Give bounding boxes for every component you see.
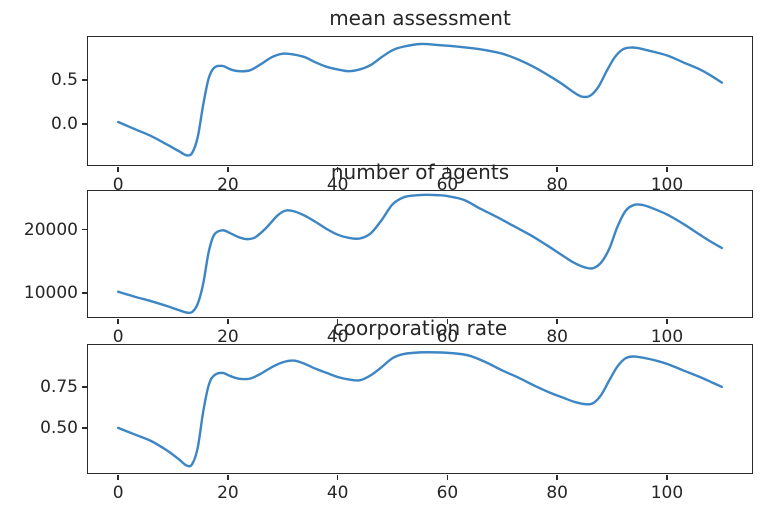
line-chart-coorporation-rate bbox=[116, 350, 723, 467]
subplot-title-number-of-agents: number of agents bbox=[330, 160, 510, 184]
y-tick-mark bbox=[81, 79, 87, 81]
x-tick-mark bbox=[556, 318, 558, 324]
y-tick-mark bbox=[81, 427, 87, 429]
series-line bbox=[116, 350, 723, 467]
x-tick-label: 100 bbox=[650, 327, 684, 347]
x-tick-label: 40 bbox=[326, 327, 349, 347]
x-tick-mark bbox=[227, 474, 229, 480]
plot-area-mean-assessment bbox=[86, 35, 753, 166]
y-tick-mark bbox=[81, 228, 87, 231]
x-tick-mark bbox=[336, 474, 339, 480]
y-tick-mark bbox=[81, 292, 87, 294]
line-chart-number-of-agents bbox=[116, 193, 723, 314]
x-tick-label: 20 bbox=[217, 483, 239, 503]
x-tick-mark bbox=[556, 474, 558, 480]
x-tick-label: 60 bbox=[436, 327, 459, 347]
x-tick-mark bbox=[336, 166, 339, 172]
x-tick-mark bbox=[446, 474, 449, 480]
x-tick-label: 0 bbox=[112, 483, 124, 503]
line-chart-mean-assessment bbox=[116, 42, 723, 157]
x-tick-mark bbox=[227, 318, 229, 324]
series-line bbox=[116, 42, 723, 157]
x-tick-label: 60 bbox=[436, 483, 459, 503]
plot-area-coorporation-rate bbox=[86, 343, 753, 474]
x-tick-mark bbox=[117, 474, 119, 480]
y-tick-mark bbox=[81, 386, 87, 388]
x-tick-mark bbox=[227, 166, 229, 172]
y-tick-mark bbox=[81, 123, 87, 125]
subplot-title-mean-assessment: mean assessment bbox=[329, 6, 511, 30]
x-tick-label: 20 bbox=[217, 327, 239, 347]
y-tick-label: 0.75 bbox=[40, 376, 78, 397]
x-tick-mark bbox=[117, 318, 119, 324]
x-tick-label: 0 bbox=[112, 327, 124, 347]
x-tick-label: 0 bbox=[112, 175, 124, 195]
x-tick-label: 80 bbox=[546, 483, 568, 503]
subplot-title-coorporation-rate: coorporation rate bbox=[332, 316, 508, 340]
y-tick-label: 20000 bbox=[23, 219, 78, 240]
plot-area-number-of-agents bbox=[86, 189, 753, 318]
x-tick-mark bbox=[666, 474, 668, 480]
x-tick-mark bbox=[446, 166, 449, 172]
x-tick-mark bbox=[336, 318, 339, 324]
x-tick-mark bbox=[556, 166, 558, 172]
y-tick-label: 0.0 bbox=[50, 113, 78, 134]
y-tick-label: 0.5 bbox=[50, 69, 78, 90]
x-tick-mark bbox=[446, 318, 449, 324]
x-tick-label: 40 bbox=[326, 483, 349, 503]
series-line bbox=[116, 193, 723, 314]
y-tick-label: 10000 bbox=[23, 282, 78, 303]
x-tick-mark bbox=[666, 318, 668, 324]
x-tick-mark bbox=[117, 166, 119, 172]
y-tick-label: 0.50 bbox=[40, 417, 78, 438]
x-tick-mark bbox=[666, 166, 668, 172]
x-tick-label: 100 bbox=[650, 483, 684, 503]
x-tick-label: 80 bbox=[546, 327, 568, 347]
